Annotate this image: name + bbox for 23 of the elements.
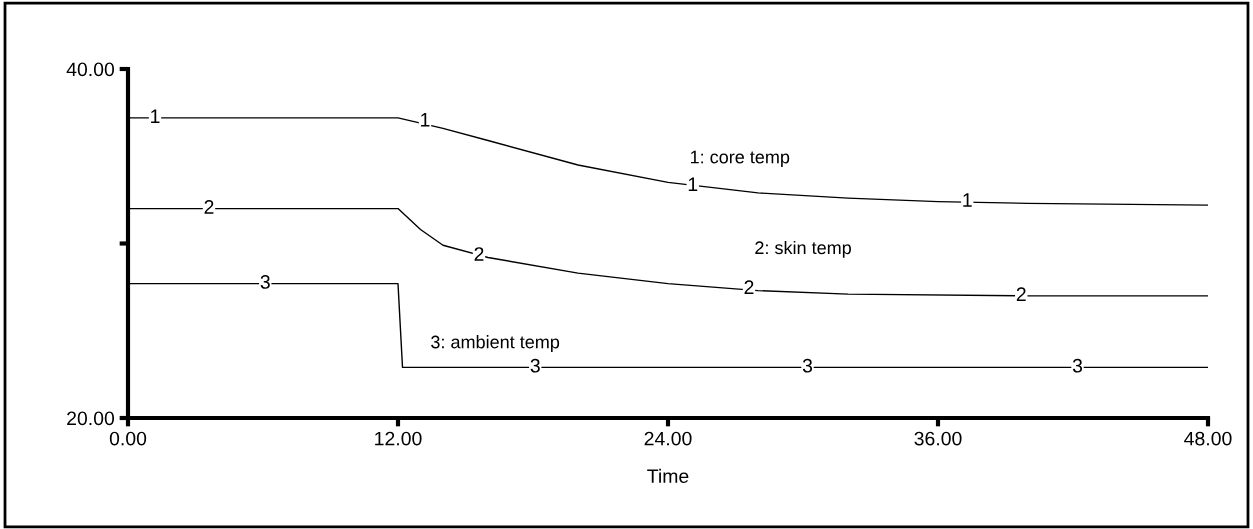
annotation: 3 — [260, 275, 270, 289]
annotation: 1 — [963, 193, 972, 207]
annotation: 2 — [744, 280, 754, 294]
x-tick-label: 36.00 — [914, 431, 962, 446]
x-tick-label: 48.00 — [1184, 431, 1232, 446]
annotation: 1 — [688, 177, 698, 191]
y-tick-label: 20.00 — [67, 411, 115, 426]
annotation: 1 — [151, 109, 160, 123]
series-label: 2: skin temp — [755, 240, 851, 258]
annotation: 2 — [1016, 287, 1026, 301]
x-axis-title: Time — [647, 468, 689, 484]
x-tick-label: 24.00 — [644, 431, 692, 446]
annotation: 1 — [421, 113, 430, 127]
annotation: 3 — [1072, 358, 1083, 373]
series-label: 3: ambient temp — [431, 335, 560, 352]
annotation: 3 — [802, 358, 813, 373]
x-tick-label: 0.00 — [109, 431, 147, 446]
x-tick-label: 12.00 — [375, 431, 422, 446]
annotation: 2 — [474, 247, 484, 261]
y-tick-label: 40.00 — [66, 62, 115, 77]
annotation: 3 — [530, 358, 540, 373]
annotation: 2 — [204, 200, 214, 214]
series-label: 1: core temp — [690, 150, 790, 167]
